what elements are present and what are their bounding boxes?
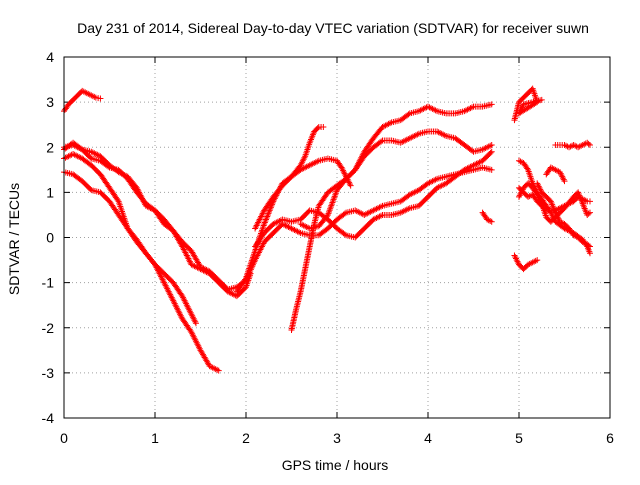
- series-arc-11: [479, 209, 495, 225]
- series-arc-12: [511, 252, 541, 273]
- series-arc-19: [552, 139, 593, 151]
- x-tick-label: 0: [60, 430, 68, 446]
- data-marks: [61, 85, 593, 374]
- x-tick-label: 2: [242, 430, 250, 446]
- series-arc-9: [252, 123, 327, 232]
- x-tick-label: 4: [424, 430, 432, 446]
- y-tick-label: 0: [46, 230, 54, 246]
- y-tick-label: -2: [42, 320, 55, 336]
- y-tick-label: -3: [42, 365, 55, 381]
- x-tick-label: 3: [333, 430, 341, 446]
- plot-frame: [63, 56, 611, 419]
- series-arc-10: [297, 101, 495, 232]
- x-tick-label: 5: [515, 430, 523, 446]
- series-marks: [297, 101, 495, 232]
- series-marks: [252, 123, 327, 232]
- series-marks: [543, 164, 568, 185]
- series-marks: [552, 139, 593, 151]
- series-arc-17: [534, 180, 593, 250]
- y-tick-label: 2: [46, 139, 54, 155]
- series-marks: [479, 209, 495, 225]
- y-tick-label: 1: [46, 184, 54, 200]
- chart-title: Day 231 of 2014, Sidereal Day-to-day VTE…: [77, 20, 589, 36]
- series-arc-7: [252, 148, 495, 250]
- y-tick-label: 4: [46, 49, 54, 65]
- y-axis-label: SDTVAR / TECUs: [6, 183, 22, 295]
- x-axis-label: GPS time / hours: [282, 457, 389, 473]
- series-marks: [252, 148, 495, 250]
- y-tick-label: -1: [42, 275, 55, 291]
- y-tick-label: -4: [42, 410, 55, 426]
- series-marks: [511, 85, 545, 124]
- y-tick-label: 3: [46, 94, 54, 110]
- series-marks: [511, 252, 541, 273]
- x-tick-label: 6: [606, 430, 614, 446]
- series-arc-13: [511, 85, 545, 124]
- series-marks: [534, 180, 593, 250]
- x-tick-label: 1: [151, 430, 159, 446]
- series-arc-18: [543, 164, 568, 185]
